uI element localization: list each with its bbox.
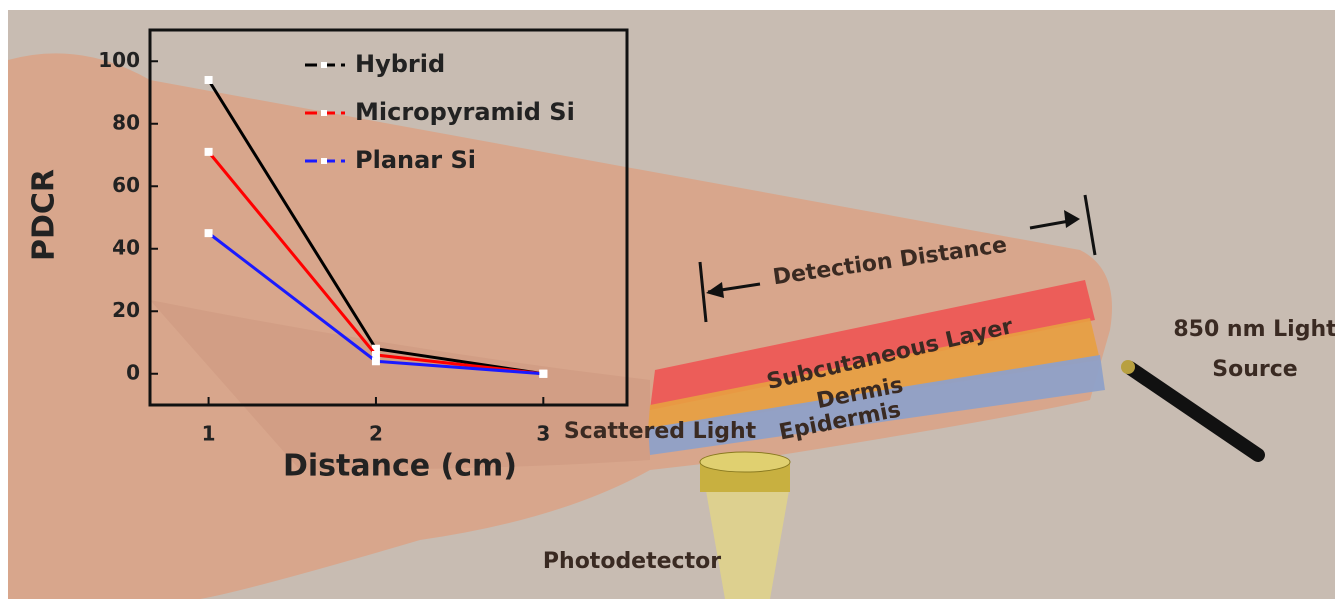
x-tick-label: 1: [202, 422, 216, 446]
point-marker: [371, 344, 380, 353]
y-tick-label: 100: [98, 48, 140, 72]
legend-marker: [321, 62, 327, 68]
light-source-tip: [1121, 360, 1135, 374]
legend-marker: [321, 158, 327, 164]
point-marker: [371, 351, 380, 359]
y-tick-label: 80: [112, 110, 140, 134]
light-source: [1123, 361, 1265, 462]
y-tick-label: 40: [112, 235, 140, 259]
y-tick-label: 20: [112, 298, 140, 322]
point-marker: [204, 76, 213, 84]
plot-frame: [148, 28, 629, 407]
dermis-layer: [648, 318, 1100, 430]
legend-label: Micropyramid Si: [355, 98, 575, 126]
distance-bar: [698, 261, 708, 323]
light-beam: [705, 485, 790, 599]
distance-bar: [1083, 194, 1097, 256]
legend-label: Hybrid: [355, 50, 445, 78]
y-tick-label: 0: [126, 360, 140, 384]
point-marker: [204, 147, 213, 156]
y-axis-label: PDCR: [27, 169, 62, 261]
annotation: Scattered Light: [564, 419, 757, 444]
y-tick-label: 60: [112, 173, 140, 197]
x-axis-label: Distance (cm): [283, 449, 517, 484]
epidermis-layer: [648, 355, 1105, 455]
point-marker: [371, 357, 380, 366]
x-tick-label: 3: [536, 422, 550, 446]
finger: [8, 53, 1112, 599]
finger-shade: [150, 300, 650, 470]
arrowhead: [706, 282, 724, 298]
legend-label: Planar Si: [355, 146, 476, 174]
subcutaneous-layer: [650, 280, 1095, 410]
photodetector-top: [699, 451, 791, 473]
annotation: Photodetector: [543, 549, 721, 574]
legend-marker: [321, 110, 327, 116]
annotation: Source: [1212, 357, 1297, 382]
annotation: 850 nm Light: [1173, 317, 1335, 342]
x-tick-label: 2: [369, 422, 383, 446]
point-marker: [539, 369, 548, 378]
point-marker: [204, 229, 213, 238]
arrowhead: [1064, 210, 1080, 228]
